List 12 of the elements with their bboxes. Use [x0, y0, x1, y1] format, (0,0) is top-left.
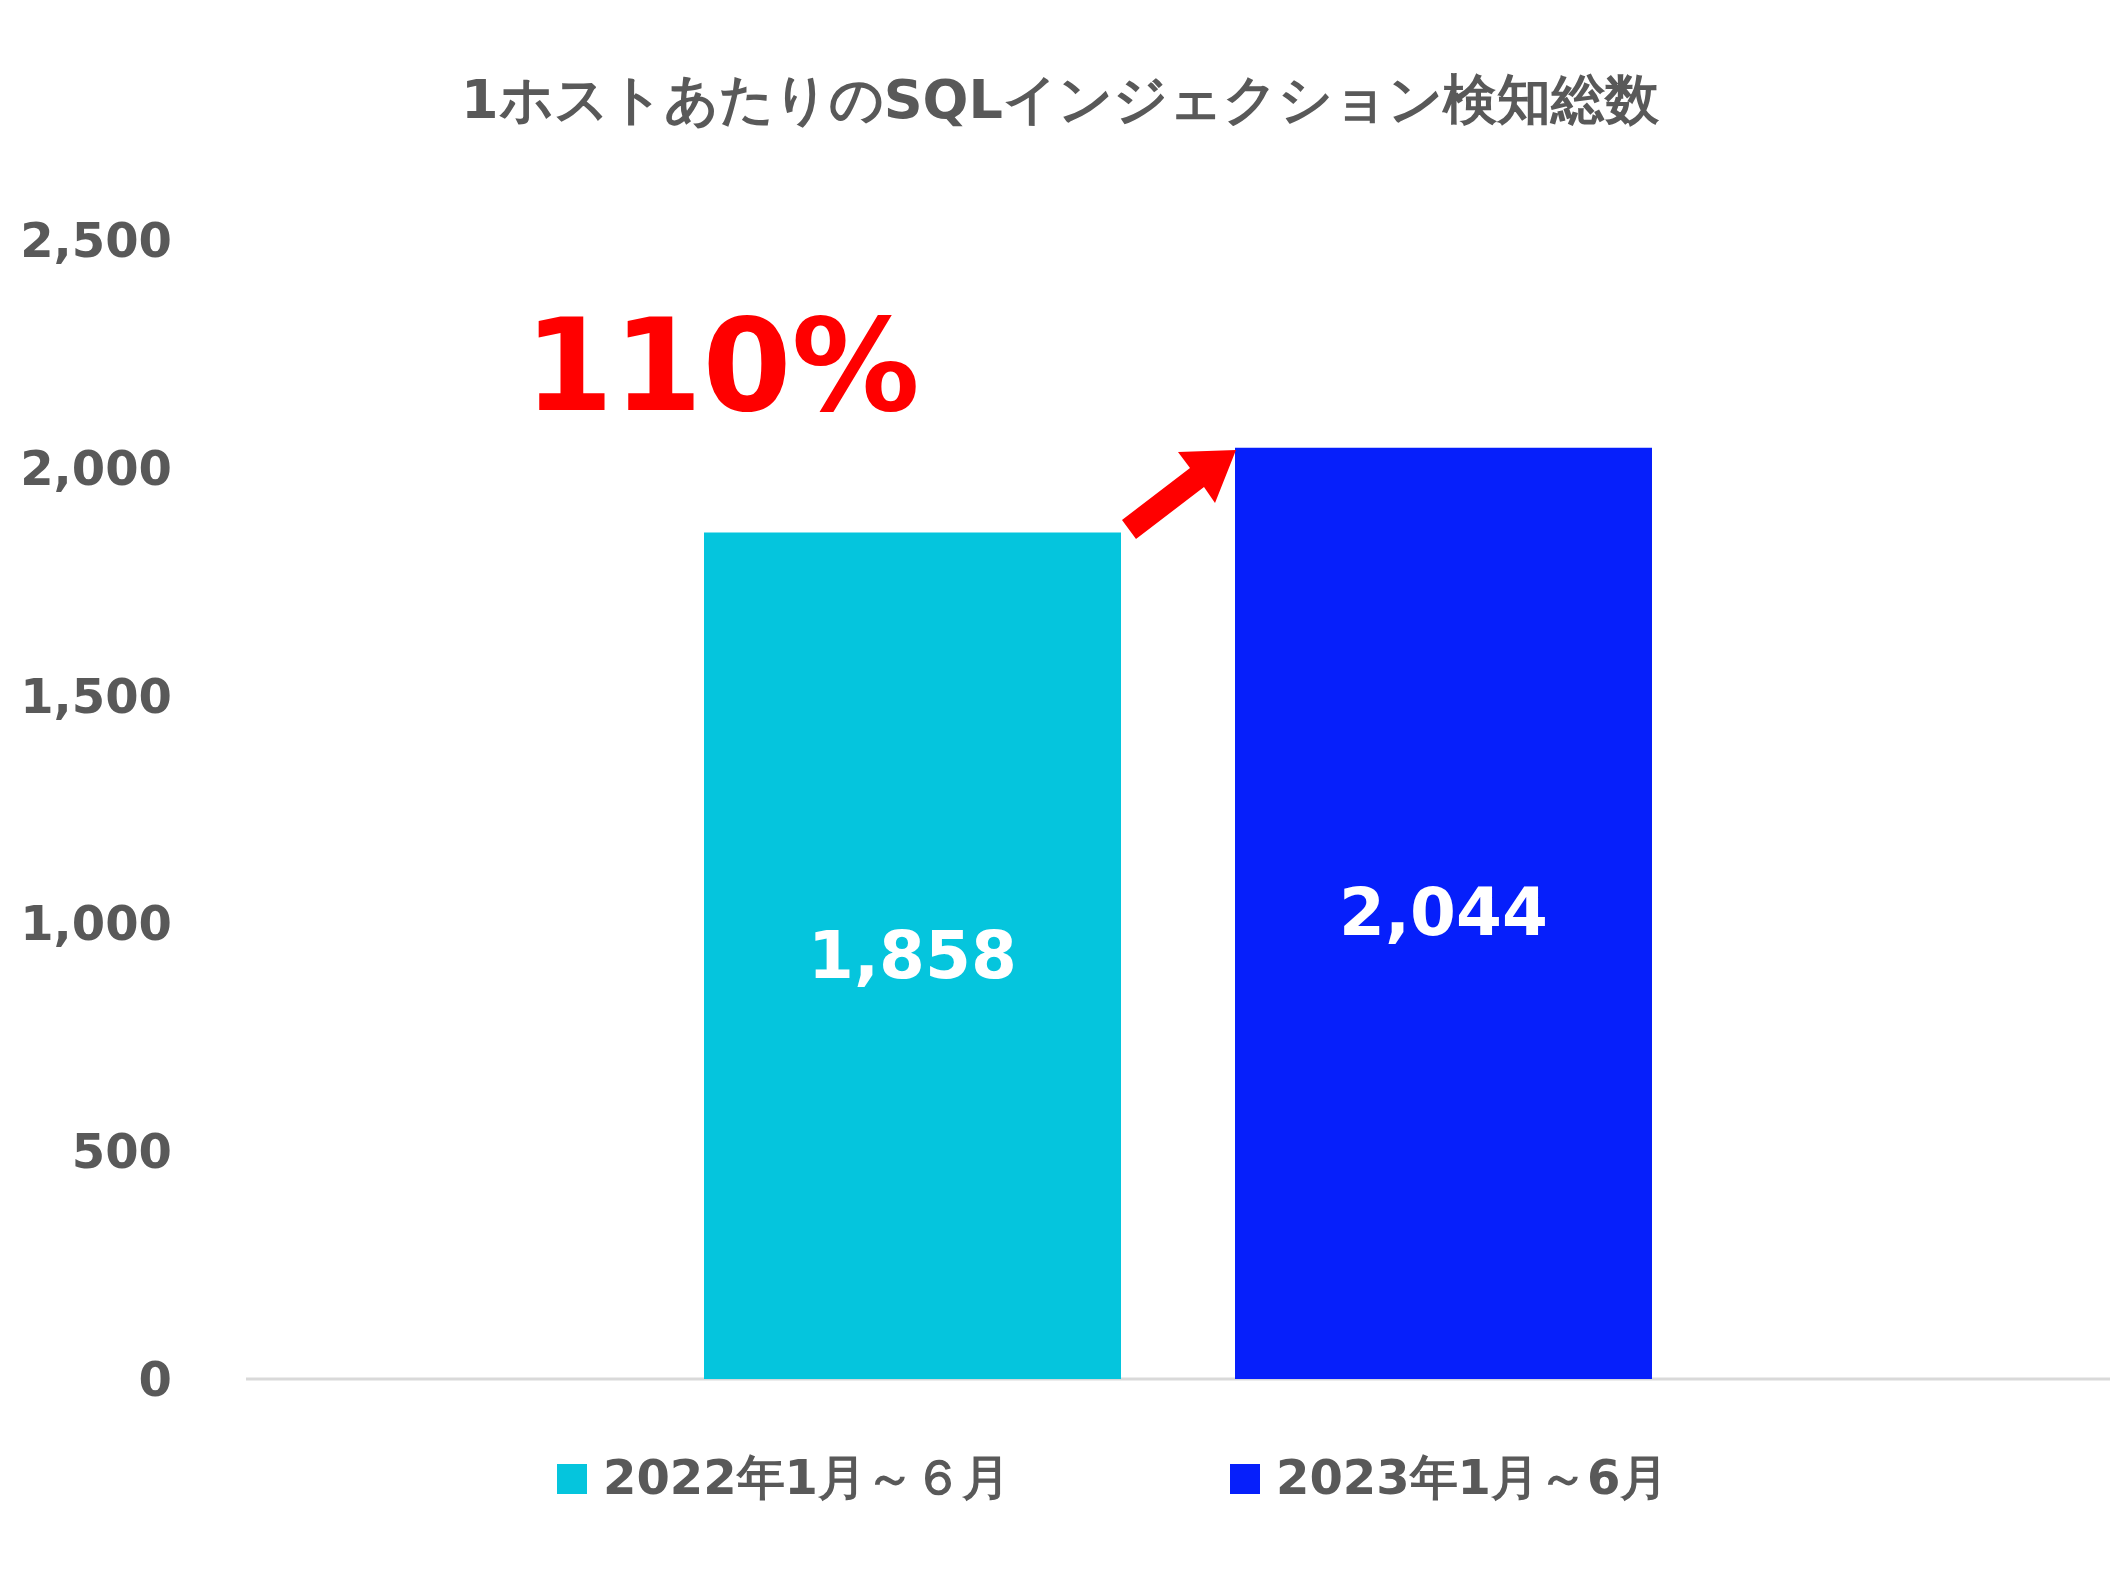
data-label: 1,858 — [808, 916, 1017, 994]
y-tick-label: 1,000 — [20, 895, 172, 952]
legend-label: 2023年1月～6月 — [1276, 1449, 1669, 1505]
annotation: 110% — [524, 291, 920, 440]
y-tick-label: 2,500 — [20, 212, 172, 268]
chart-title: 1ホストあたりのSQLインジェクション検知総数 — [461, 68, 1660, 131]
y-tick-label: 1,500 — [20, 667, 172, 724]
data-label: 2,044 — [1339, 874, 1548, 952]
y-tick-label: 0 — [138, 1351, 172, 1407]
legend-label: 2022年1月～６月 — [603, 1449, 1010, 1505]
y-tick-label: 500 — [71, 1123, 172, 1180]
y-tick-label: 2,000 — [20, 439, 172, 496]
